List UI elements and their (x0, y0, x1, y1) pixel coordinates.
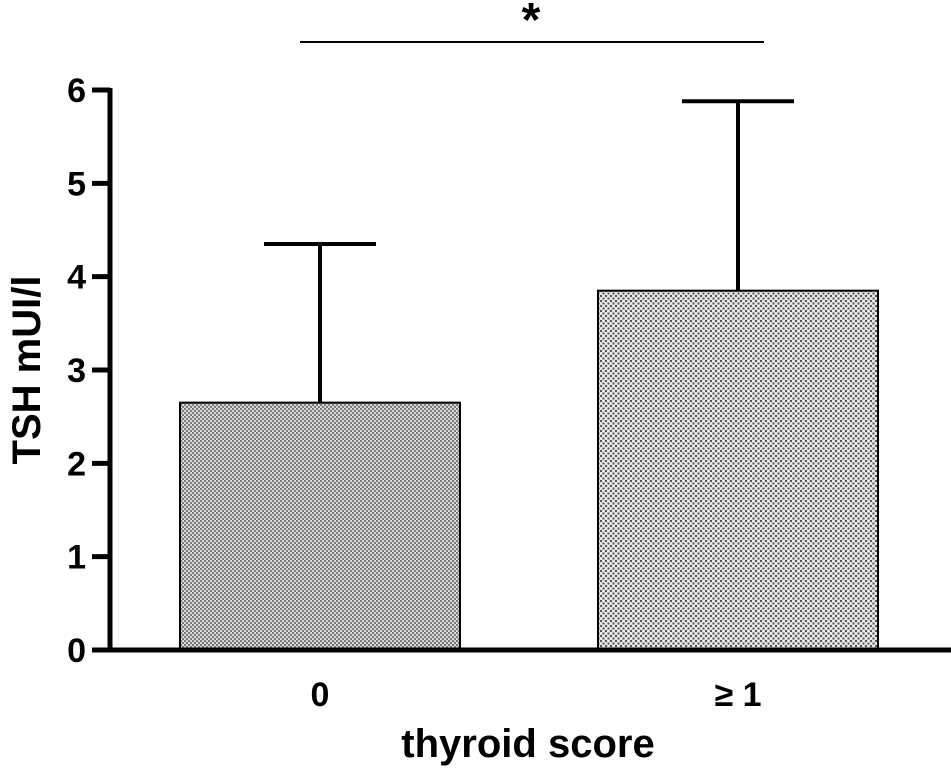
x-axis-title: thyroid score (401, 722, 654, 766)
significance-annotation: * (300, 0, 764, 47)
y-tick-label-5: 5 (67, 165, 86, 203)
bar-0 (179, 401, 461, 651)
y-tick-label-1: 1 (67, 539, 86, 577)
y-tick-label-0: 0 (67, 632, 86, 670)
x-tick-label-1: ≥ 1 (714, 676, 761, 714)
error-bars (264, 99, 794, 403)
y-tick-label-2: 2 (67, 445, 86, 483)
bars (179, 289, 879, 651)
ticks: 0 ≥ 1 0 1 2 3 4 5 6 (67, 72, 761, 714)
bar-1 (597, 289, 879, 651)
y-axis-title: TSH mUI/l (5, 276, 49, 465)
y-tick-label-3: 3 (67, 352, 86, 390)
y-tick-label-6: 6 (67, 72, 86, 110)
x-tick-label-0: 0 (311, 676, 330, 714)
y-tick-label-4: 4 (67, 259, 86, 297)
significance-star: * (522, 0, 541, 47)
